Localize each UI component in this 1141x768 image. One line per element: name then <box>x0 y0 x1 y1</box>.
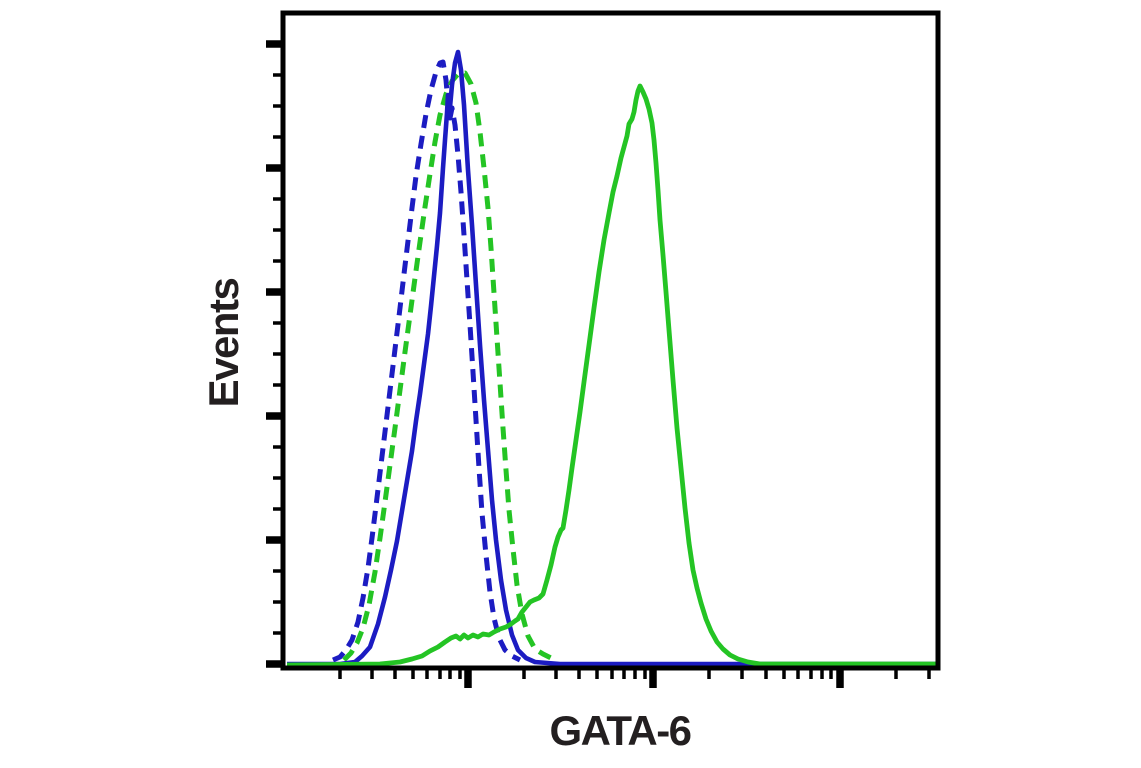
y-axis-ticks <box>266 40 283 668</box>
histogram-curves <box>286 49 938 668</box>
solid-green-histogram-curve <box>286 83 938 668</box>
dashed-blue-histogram-curve <box>332 59 522 663</box>
solid-blue-histogram-curve <box>287 49 938 667</box>
x-axis-ticks <box>338 668 931 688</box>
y-axis-label: Events <box>200 278 247 408</box>
plot-background <box>283 13 938 668</box>
x-axis-label: GATA-6 <box>549 707 692 754</box>
plot-frame <box>280 10 941 671</box>
